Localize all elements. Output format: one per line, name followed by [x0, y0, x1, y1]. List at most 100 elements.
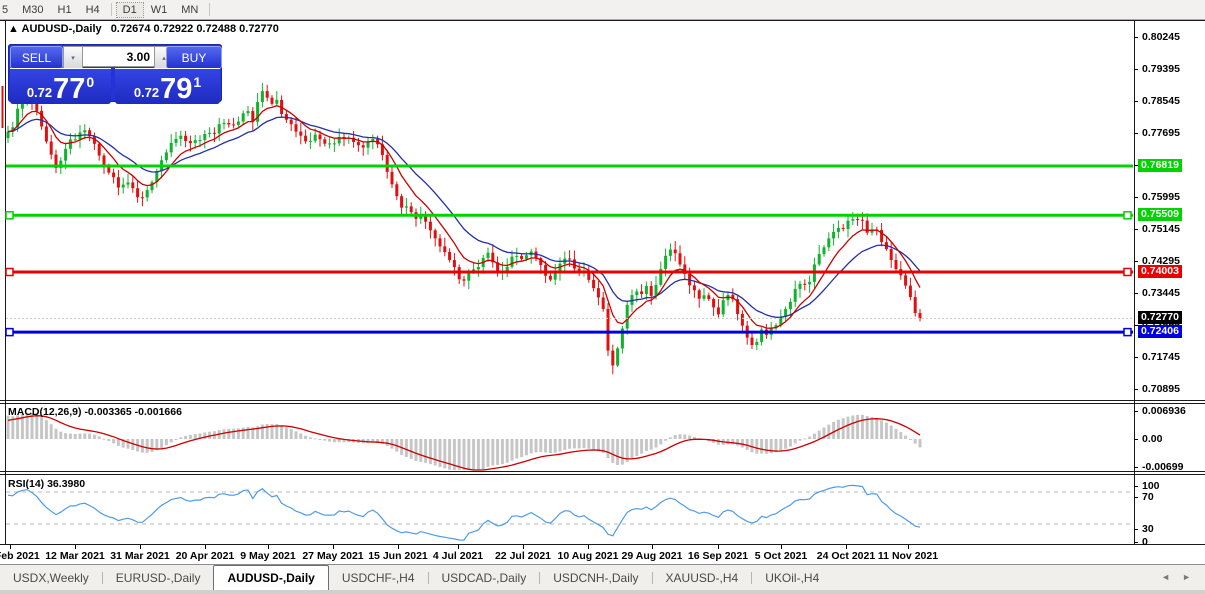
- rsi-indicator-label: RSI(14) 36.3980: [8, 478, 86, 490]
- volume-stepper: ▾ ▴: [63, 46, 174, 69]
- chart-ohlc-values: 0.72674 0.72922 0.72488 0.72770: [110, 23, 279, 35]
- chart-tab-UKOil-H4[interactable]: UKOil-,H4: [765, 570, 820, 585]
- date-label: 11 Nov 2021: [877, 550, 939, 562]
- rsi-line: [7, 484, 921, 541]
- date-label: 10 Aug 2021: [557, 550, 619, 562]
- rsi-pane-bottom-border: [0, 544, 1205, 545]
- price-tick-label: 0.70895: [1142, 383, 1180, 395]
- price-tick-mark: [1134, 197, 1138, 198]
- date-label: 20 Apr 2021: [175, 550, 235, 562]
- buy-price-big: 79: [160, 73, 193, 105]
- price-tick-mark: [1134, 165, 1138, 166]
- current-price-label: 0.72770: [1138, 311, 1182, 325]
- price-axis[interactable]: 0.802450.793950.785450.776950.768450.759…: [1134, 20, 1205, 565]
- price-tick-label: 0.75995: [1142, 191, 1180, 203]
- rsi-tick-mark: [1134, 542, 1138, 543]
- macd-tick-mark: [1134, 411, 1138, 412]
- pane-separator-price-macd[interactable]: [0, 400, 1205, 401]
- price-level-label-0.75509: 0.75509: [1138, 208, 1182, 222]
- macd-histogram-layer: [6, 413, 922, 470]
- date-label: 29 Aug 2021: [621, 550, 683, 562]
- date-tick-mark: [908, 545, 909, 549]
- buy-price-small: 0.72: [133, 85, 160, 100]
- macd-tick-mark: [1134, 467, 1138, 468]
- price-level-label-0.76819: 0.76819: [1138, 158, 1182, 172]
- price-tick-mark: [1134, 133, 1138, 134]
- ma-fast-line: [7, 105, 921, 329]
- timeframe-button-W1[interactable]: W1: [150, 3, 168, 16]
- tab-separator: [751, 571, 753, 584]
- chart-tab-USDCAD-Daily[interactable]: USDCAD-,Daily: [441, 570, 527, 585]
- ma-slow-line: [7, 116, 921, 318]
- chart-tab-USDX-Weekly[interactable]: USDX,Weekly: [13, 570, 89, 585]
- price-tick-mark: [1134, 389, 1138, 390]
- tab-scroll-left-icon[interactable]: ◄: [1161, 572, 1171, 582]
- chart-tab-USDCHF-H4[interactable]: USDCHF-,H4: [341, 570, 415, 585]
- sell-price-box[interactable]: 0.72 77 0: [10, 68, 111, 104]
- chart-title: ▲ AUDUSD-,Daily 0.72674 0.72922 0.72488 …: [8, 23, 279, 35]
- rsi-axis-label: 100: [1142, 480, 1160, 492]
- sell-price-small: 0.72: [26, 85, 53, 100]
- collapse-arrow-icon[interactable]: ▲: [8, 23, 19, 35]
- rsi-pane-top-border: [0, 474, 1205, 475]
- macd-pane-top-border: [0, 403, 1205, 404]
- tab-scroll-right-icon[interactable]: ►: [1182, 572, 1191, 582]
- date-tick-mark: [205, 545, 206, 549]
- date-tick-mark: [10, 545, 11, 549]
- date-tick-mark: [523, 545, 524, 549]
- buy-price-box[interactable]: 0.72 79 1: [115, 68, 220, 104]
- chart-tab-AUDUSD-Daily[interactable]: AUDUSD-,Daily: [213, 565, 329, 590]
- macd-signal-line: [7, 415, 921, 471]
- macd-indicator-label: MACD(12,26,9) -0.003365 -0.001666: [8, 406, 182, 418]
- tab-scroll-arrows: ◄ ►: [1161, 572, 1191, 582]
- chart-tab-EURUSD-Daily[interactable]: EURUSD-,Daily: [115, 570, 201, 585]
- date-tick-mark: [458, 545, 459, 549]
- macd-axis-label: 0.00: [1142, 433, 1163, 445]
- sell-button[interactable]: SELL: [10, 46, 63, 69]
- date-label: 16 Sep 2021: [687, 550, 749, 562]
- price-tick-mark: [1134, 357, 1138, 358]
- date-label: 4 Jul 2021: [432, 550, 484, 562]
- price-tick-label: 0.71745: [1142, 351, 1180, 363]
- price-tick-mark: [1134, 37, 1138, 38]
- volume-input[interactable]: [83, 46, 154, 67]
- timeframe-button-5[interactable]: 5: [2, 3, 9, 16]
- timeframe-button-H1[interactable]: H1: [57, 3, 72, 16]
- timeframe-button-D1[interactable]: D1: [115, 1, 144, 18]
- rsi-tick-mark: [1134, 529, 1138, 530]
- date-tick-mark: [588, 545, 589, 549]
- rsi-tick-mark: [1134, 486, 1138, 487]
- price-tick-mark: [1134, 325, 1138, 326]
- price-tick-label: 0.74295: [1142, 255, 1180, 267]
- price-tick-label: 0.75145: [1142, 223, 1180, 235]
- chart-symbol-label: AUDUSD-,Daily: [21, 23, 102, 35]
- chart-tab-USDCNH-Daily[interactable]: USDCNH-,Daily: [553, 570, 639, 585]
- date-label: 31 Mar 2021: [110, 550, 170, 562]
- price-tick-label: 0.79395: [1142, 63, 1180, 75]
- rsi-axis-label: 30: [1142, 523, 1154, 535]
- date-label: 9 May 2021: [240, 550, 296, 562]
- volume-decrease-button[interactable]: ▾: [63, 46, 83, 69]
- tab-separator: [427, 571, 429, 584]
- tab-separator: [539, 571, 541, 584]
- date-label: 22 Feb 2021: [0, 550, 40, 562]
- price-tick-label: 0.73445: [1142, 287, 1180, 299]
- price-tick-label: 0.78545: [1142, 95, 1180, 107]
- buy-button[interactable]: BUY: [166, 46, 222, 69]
- tab-separator: [651, 571, 653, 584]
- timeframe-button-H4[interactable]: H4: [85, 3, 100, 16]
- price-tick-mark: [1134, 293, 1138, 294]
- date-tick-mark: [333, 545, 334, 549]
- date-label: 5 Oct 2021: [754, 550, 808, 562]
- date-label: 22 Jul 2021: [494, 550, 552, 562]
- timeframe-button-M30[interactable]: M30: [22, 3, 44, 16]
- timeframe-button-MN[interactable]: MN: [181, 3, 199, 16]
- chart-tab-XAUUSD-H4[interactable]: XAUUSD-,H4: [665, 570, 739, 585]
- macd-axis-label: -0.00699: [1142, 461, 1184, 473]
- date-label: 24 Oct 2021: [816, 550, 876, 562]
- pane-separator-macd-rsi[interactable]: [0, 471, 1205, 472]
- date-label: 12 Mar 2021: [45, 550, 105, 562]
- time-axis[interactable]: 22 Feb 2021 12 Mar 2021 31 Mar 2021 20 Apr …: [0, 545, 1134, 564]
